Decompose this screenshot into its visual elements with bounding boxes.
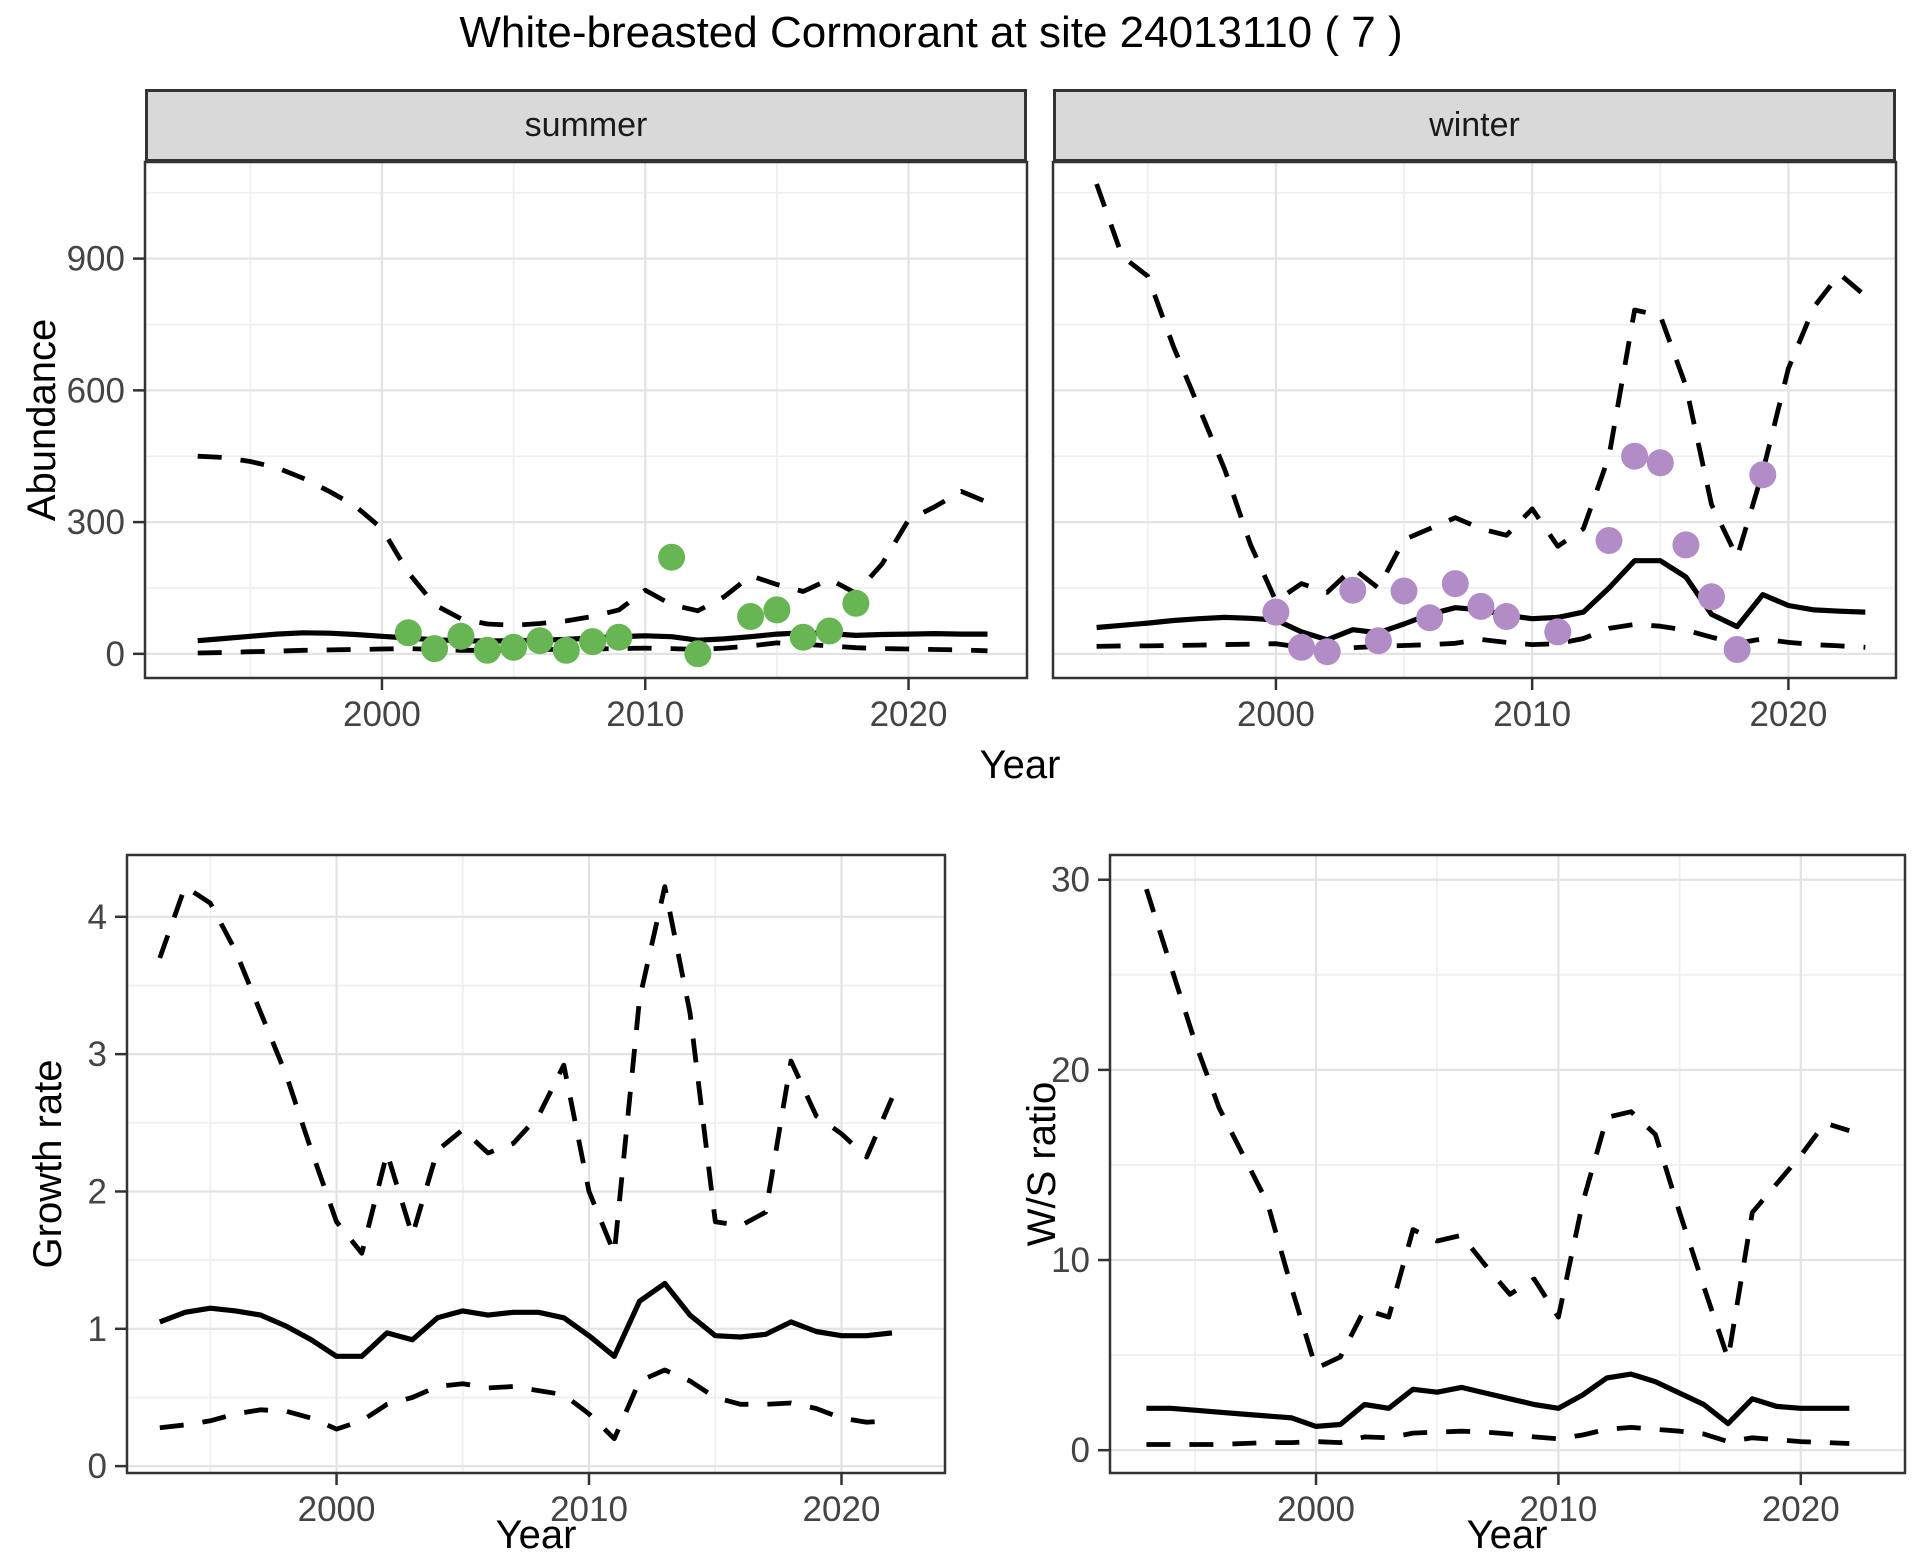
observed_counts_summer-point	[737, 603, 765, 630]
growth-rate-lower_95ci-line	[159, 1367, 893, 1442]
observed_counts_winter-point	[1595, 527, 1623, 554]
abundance-winter-x-tick-label: 2020	[1749, 695, 1827, 734]
growth-rate-border	[125, 853, 947, 1475]
growth-rate-median-line	[158, 1280, 893, 1359]
observed_counts_summer-point	[447, 622, 475, 650]
observed_counts_summer-point	[526, 627, 554, 655]
abundance-summer-background	[145, 162, 1027, 678]
ws-ratio-background	[1110, 855, 1905, 1473]
ws-ratio-data-layer	[1144, 888, 1851, 1447]
ws-ratio-x-tick-label: 2020	[1762, 1490, 1840, 1529]
ws-ratio-y-tick-label: 10	[1051, 1241, 1090, 1280]
growth-rate-y-tick-label: 1	[88, 1310, 107, 1349]
observed_counts_summer-point	[684, 640, 712, 668]
abundance-summer-data-layer	[197, 453, 989, 668]
observed_counts_summer-point	[579, 628, 607, 656]
abundance-winter-x-tick-label: 2000	[1237, 695, 1315, 734]
observed_counts_winter-point	[1621, 442, 1649, 470]
observed_counts_summer-point	[605, 623, 633, 651]
y-axis-title-ws-ratio: W/S ratio	[1020, 1081, 1064, 1247]
facet-strip-winter-label: winter	[1429, 106, 1520, 144]
facet-strip-summer-label: summer	[524, 106, 648, 144]
abundance-summer-y-tick-label: 300	[67, 503, 125, 542]
observed_counts_summer-point	[473, 636, 501, 664]
facet-strip-winter: winter	[1053, 89, 1896, 162]
observed_counts_summer-point	[816, 617, 843, 645]
observed_counts_summer-point	[658, 543, 686, 571]
growth-rate-y-tick-label: 3	[88, 1035, 107, 1074]
growth-rate-x-tick-label: 2000	[298, 1490, 376, 1529]
growth-rate-background	[127, 855, 945, 1473]
observed_counts_summer-point	[552, 636, 580, 664]
y-axis-title-growth-rate: Growth rate	[26, 1059, 70, 1269]
ws-ratio-y-tick-label: 0	[1071, 1431, 1090, 1470]
x-axis-title-year-ws: Year	[1466, 1513, 1548, 1557]
x-axis-title-year-top: Year	[979, 743, 1061, 787]
abundance-summer-y-tick-label: 900	[67, 240, 125, 279]
abundance-summer-y-tick-label: 600	[67, 371, 125, 410]
observed_counts_winter-point	[1339, 576, 1367, 604]
observed_counts_winter-point	[1288, 633, 1315, 661]
abundance-summer-border	[143, 160, 1029, 680]
observed_counts_winter-point	[1441, 570, 1469, 598]
ws-ratio-y-tick-label: 30	[1051, 861, 1090, 900]
observed_counts_winter-point	[1698, 583, 1725, 611]
growth-rate-y-tick-label: 2	[88, 1172, 107, 1211]
observed_counts_winter-point	[1390, 577, 1418, 605]
abundance-winter-x-tick-label: 2010	[1493, 695, 1571, 734]
observed_counts_winter-point	[1646, 449, 1674, 477]
abundance-winter-background	[1053, 162, 1896, 678]
growth-rate-y-tick-label: 0	[88, 1447, 107, 1486]
observed_counts_summer-point	[763, 596, 791, 624]
abundance-winter-data-layer	[1094, 183, 1867, 666]
observed_counts_winter-point	[1544, 618, 1572, 646]
facet-strip-summer: summer	[145, 89, 1027, 162]
ws-ratio-lower_95ci-line	[1146, 1425, 1850, 1447]
ws-ratio-x-tick-label: 2000	[1277, 1490, 1355, 1529]
growth-rate-upper_95ci-line	[157, 884, 895, 1256]
growth-rate-x-tick-label: 2010	[550, 1490, 628, 1529]
observed_counts_summer-point	[500, 633, 528, 661]
observed_counts_winter-point	[1364, 627, 1392, 655]
abundance-summer-x-tick-label: 2000	[343, 695, 421, 734]
ws-ratio-upper_95ci-line	[1144, 888, 1851, 1371]
observed_counts_winter-point	[1313, 638, 1341, 666]
observed_counts_summer-point	[394, 619, 422, 647]
observed_counts_winter-point	[1493, 603, 1520, 630]
x-axis-title-year-growth: Year	[495, 1513, 577, 1557]
y-axis-title-abundance: Abundance	[20, 318, 64, 522]
chart-title: White-breasted Cormorant at site 2401311…	[459, 8, 1403, 57]
observed_counts_winter-point	[1467, 592, 1495, 620]
observed_counts_winter-point	[1749, 461, 1777, 489]
observed_counts_summer-point	[842, 589, 870, 617]
abundance-summer-y-tick-label: 0	[106, 635, 125, 674]
abundance-winter-border	[1051, 160, 1898, 680]
ws-ratio-median-line	[1146, 1371, 1850, 1429]
abundance-summer-x-tick-label: 2020	[870, 695, 948, 734]
growth-rate-data-layer	[157, 884, 895, 1442]
observed_counts_winter-point	[1262, 598, 1290, 626]
observed_counts_winter-point	[1723, 636, 1751, 663]
growth-rate-y-tick-label: 4	[88, 898, 107, 937]
observed_counts_summer-point	[421, 635, 449, 663]
growth-rate-x-tick-label: 2020	[803, 1490, 881, 1529]
observed_counts_winter-point	[1416, 604, 1444, 632]
ws-ratio-y-tick-label: 20	[1051, 1051, 1090, 1090]
observed_counts_summer-point	[789, 623, 817, 651]
ws-ratio-border	[1108, 853, 1907, 1475]
abundance-summer-x-tick-label: 2010	[606, 695, 684, 734]
abundance-winter-upper_95ci-line	[1094, 183, 1867, 604]
ws-ratio-x-tick-label: 2010	[1519, 1490, 1597, 1529]
observed_counts_winter-point	[1672, 531, 1700, 559]
